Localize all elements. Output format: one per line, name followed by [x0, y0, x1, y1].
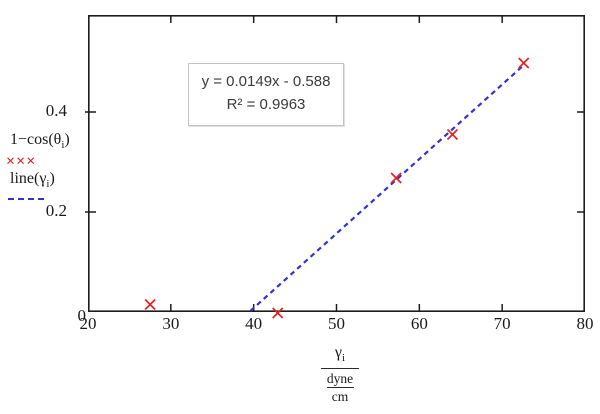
plot-area	[85, 15, 585, 319]
plot-legend: 1−cos(θi) ××× line(γi)	[6, 131, 92, 201]
trendline-equation: y = 0.0149x - 0.588	[201, 73, 331, 90]
plot-frame	[88, 15, 585, 312]
x-axis-symbol: γi	[334, 344, 346, 365]
unit-numerator: dyne	[326, 371, 354, 387]
x-tick-label: 40	[245, 314, 263, 333]
x-tick-label: 20	[79, 314, 97, 333]
legend-scatter-marker-glyphs: ×××	[6, 153, 37, 171]
unit-denominator: cm	[331, 389, 349, 405]
x-tick-label: 80	[576, 314, 594, 333]
data-point-marker	[446, 128, 459, 141]
x-tick-label: 30	[162, 314, 180, 333]
trendline	[249, 64, 525, 312]
r-squared-value: R² = 0.9963	[226, 96, 306, 113]
legend-line-series-label: line(γi)	[10, 170, 55, 191]
unit-fraction-bar	[326, 387, 354, 389]
x-tick-label: 70	[493, 314, 511, 333]
x-tick-label: 50	[328, 314, 345, 333]
fraction-bar	[321, 368, 359, 370]
y-tick-label: 0	[77, 306, 87, 325]
trendline-equation-box: y = 0.0149x - 0.588 R² = 0.9963	[188, 63, 344, 126]
x-tick-label: 60	[410, 314, 428, 333]
x-axis-label: γi dyne cm	[321, 344, 359, 404]
data-point-marker	[272, 307, 284, 319]
legend-scatter-series-label: 1−cos(θi)	[10, 131, 70, 152]
data-point-marker	[144, 298, 156, 311]
data-point-marker	[518, 57, 530, 69]
y-tick-label: 0.2	[45, 201, 67, 220]
data-point-marker	[390, 172, 402, 184]
legend-dashed-line-sample	[8, 198, 44, 201]
y-tick-label: 0.4	[45, 101, 67, 120]
